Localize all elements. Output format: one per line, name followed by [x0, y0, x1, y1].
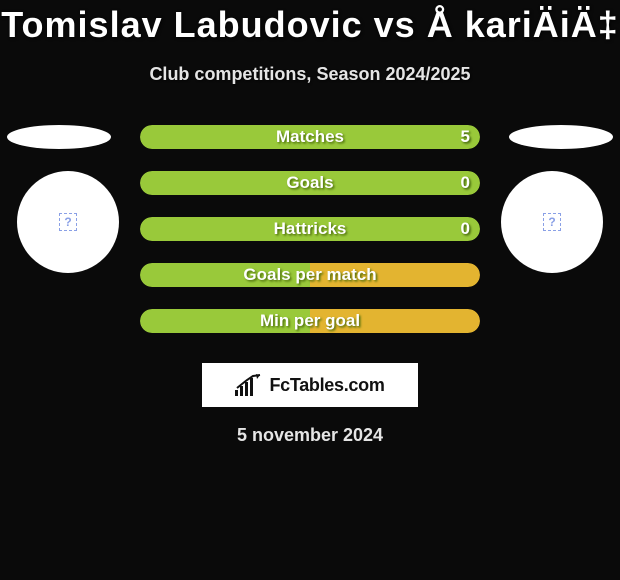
stat-label: Goals: [286, 173, 333, 193]
player-left-club-badge-icon: ?: [59, 213, 77, 231]
snapshot-date: 5 november 2024: [0, 425, 620, 446]
page-title: Tomislav Labudovic vs Å kariÄiÄ‡: [0, 0, 620, 46]
stat-row: Matches 5: [140, 125, 480, 149]
subtitle: Club competitions, Season 2024/2025: [0, 64, 620, 85]
stat-label: Matches: [276, 127, 344, 147]
player-left-club-circle: ?: [17, 171, 119, 273]
brand-logo-icon: [235, 374, 263, 396]
stat-label: Goals per match: [243, 265, 376, 285]
brand-inner: FcTables.com: [235, 374, 384, 396]
stat-row: Min per goal: [140, 309, 480, 333]
player-right-club-circle: ?: [501, 171, 603, 273]
stat-row: Goals 0: [140, 171, 480, 195]
stat-value-right: 5: [461, 127, 470, 147]
brand-banner[interactable]: FcTables.com: [202, 363, 418, 407]
stat-value-right: 0: [461, 219, 470, 239]
stat-value-right: 0: [461, 173, 470, 193]
comparison-content: ? ? Matches 5 Goals 0 Hattricks 0 Goals per ma…: [0, 125, 620, 446]
stat-label: Min per goal: [260, 311, 360, 331]
stat-label: Hattricks: [274, 219, 347, 239]
player-left-column: ?: [4, 125, 114, 273]
brand-text: FcTables.com: [269, 375, 384, 396]
player-right-column: ?: [506, 125, 616, 273]
stat-row: Goals per match: [140, 263, 480, 287]
player-right-avatar-placeholder: [509, 125, 613, 149]
stats-list: Matches 5 Goals 0 Hattricks 0 Goals per match M…: [140, 125, 480, 333]
player-left-avatar-placeholder: [7, 125, 111, 149]
stat-row: Hattricks 0: [140, 217, 480, 241]
player-right-club-badge-icon: ?: [543, 213, 561, 231]
